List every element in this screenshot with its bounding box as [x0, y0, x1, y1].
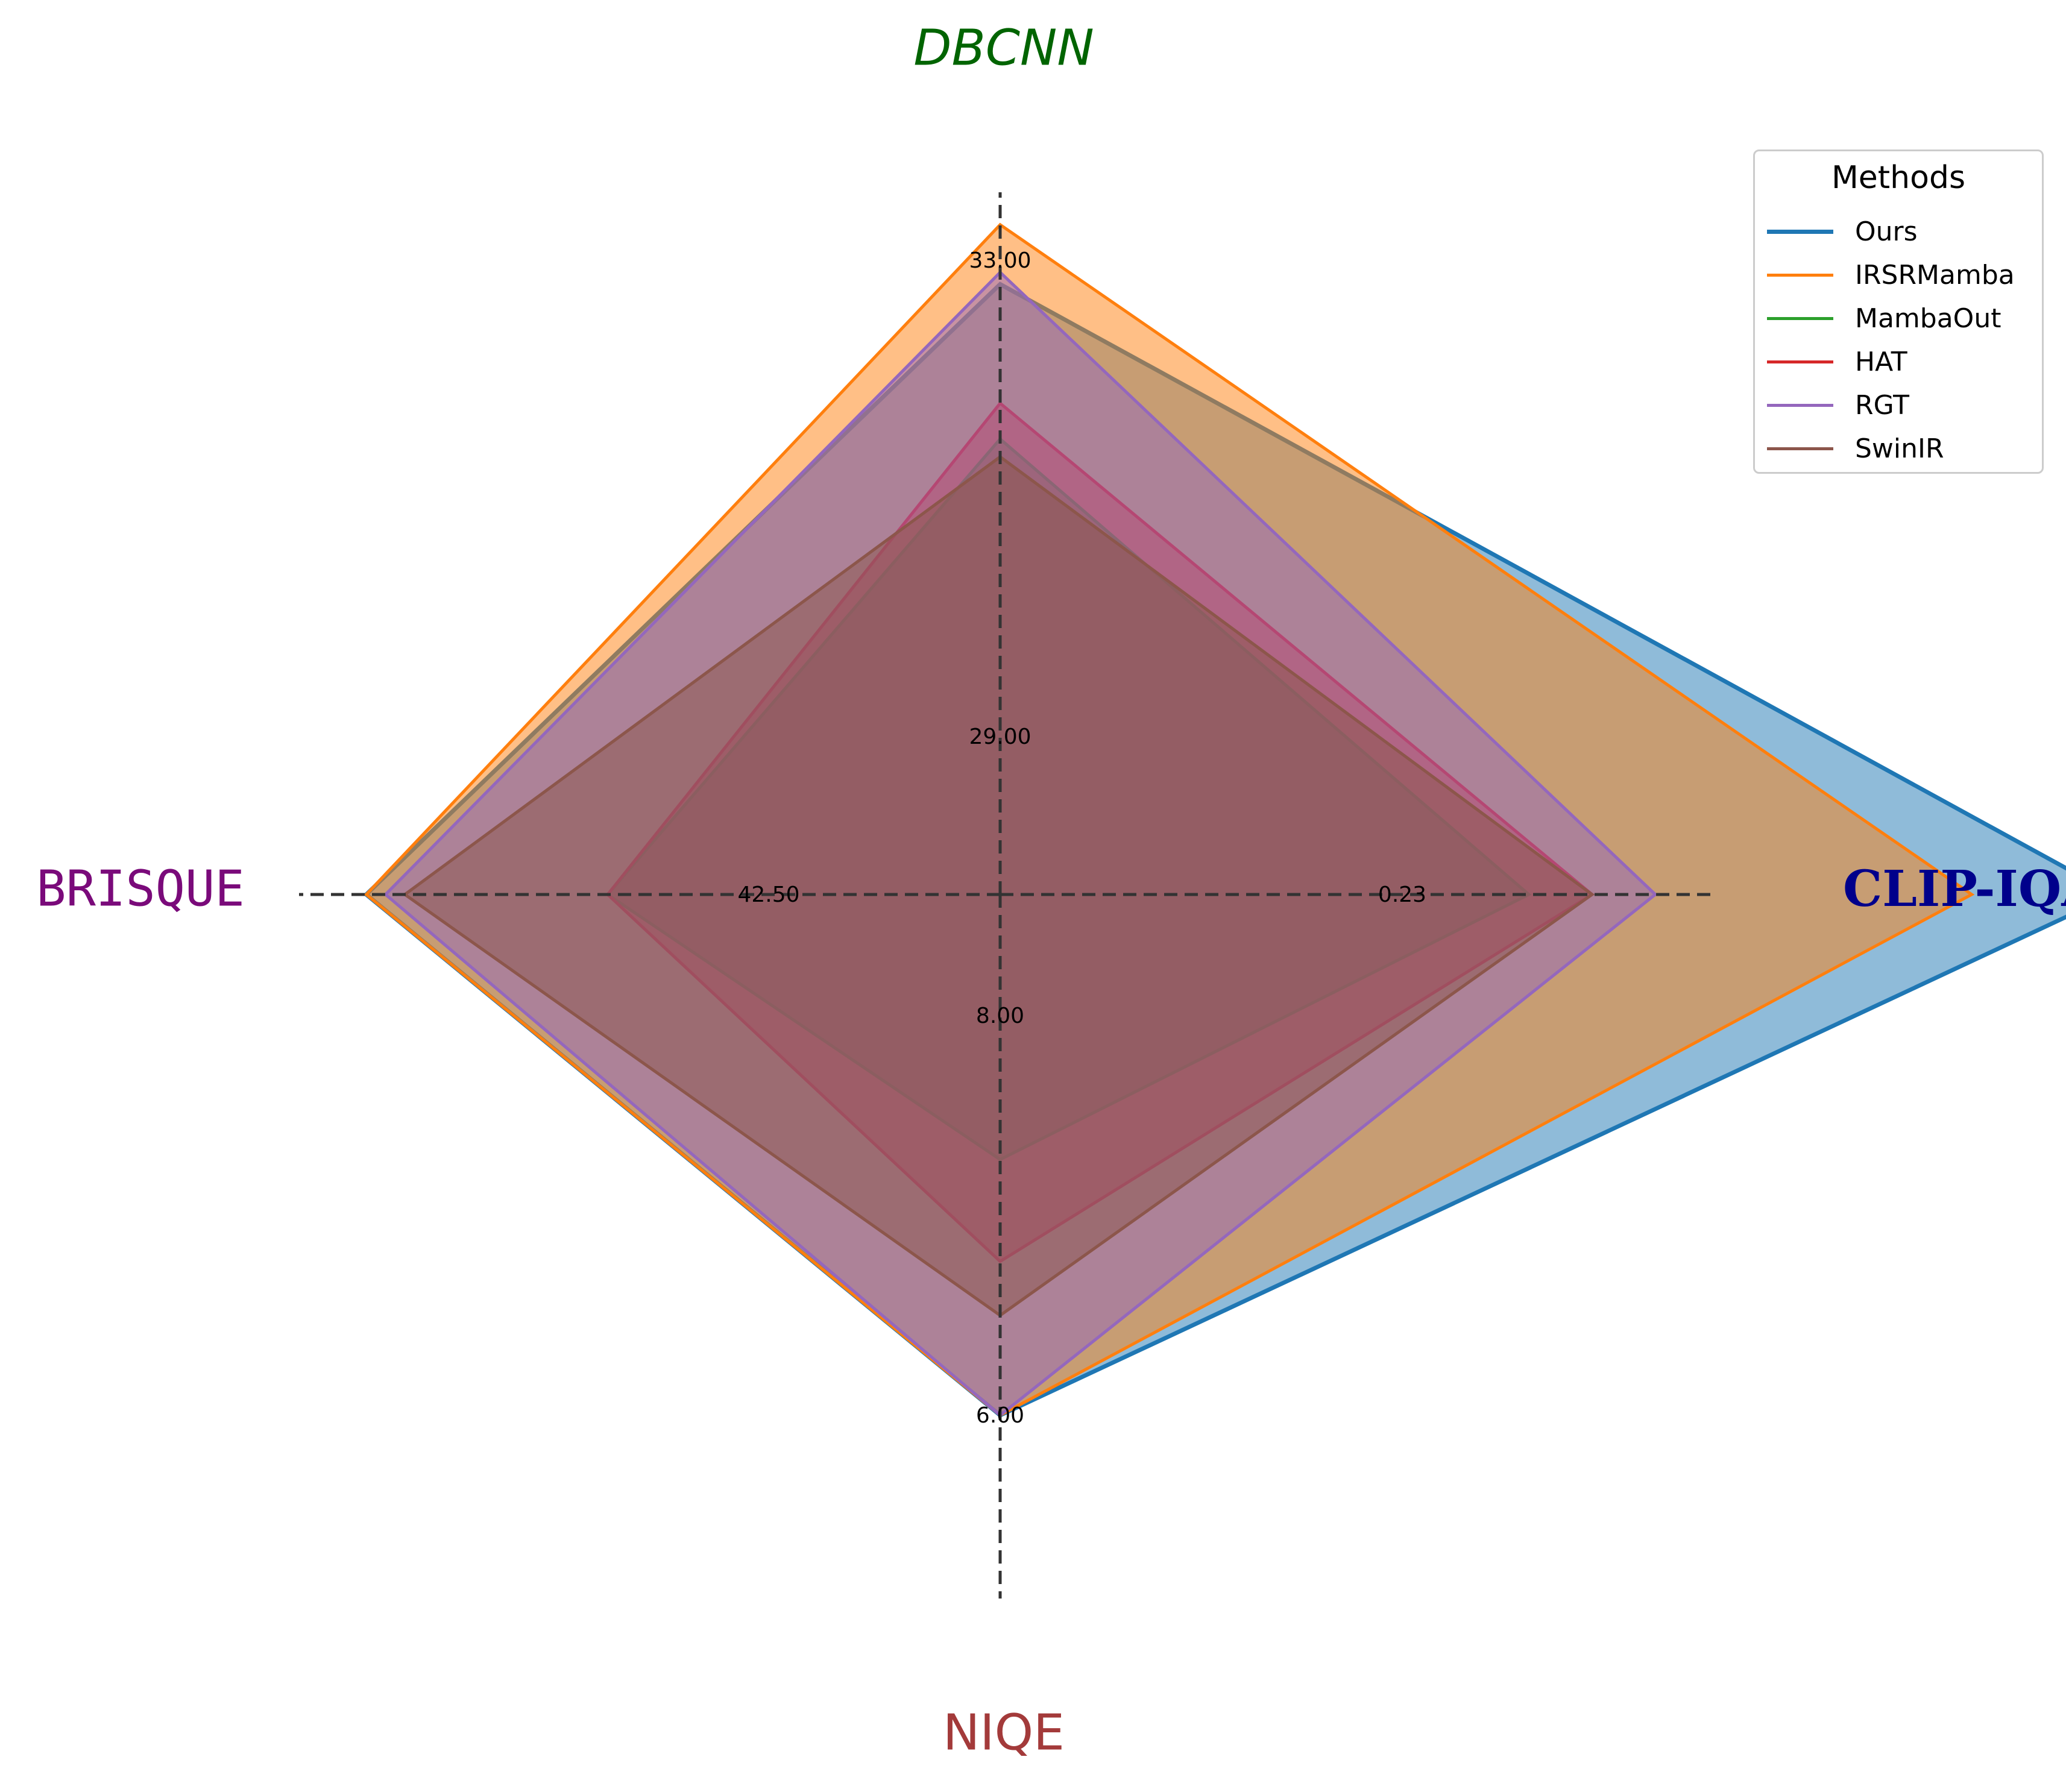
- tick-label-dbcnn: 29.00: [969, 725, 1031, 749]
- legend-label: IRSRMamba: [1855, 259, 2015, 291]
- series-area-swinir: [405, 456, 1592, 1316]
- tick-label-layer: 29.00 33.00 0.23 8.00 6.00 42.50: [737, 248, 1426, 1428]
- legend-entry: IRSRMamba: [1767, 254, 2015, 296]
- legend-label: MambaOut: [1855, 303, 2001, 334]
- legend-line-swatch: [1767, 447, 1833, 450]
- legend-line-swatch: [1767, 403, 1833, 407]
- legend-line-swatch: [1767, 273, 1833, 277]
- legend-line-swatch: [1767, 229, 1833, 234]
- axis-title-clip-iqa: CLIP-IQA: [1843, 860, 2066, 918]
- legend-label: RGT: [1855, 389, 1909, 421]
- tick-label-dbcnn: 33.00: [969, 248, 1031, 273]
- legend-entry: HAT: [1767, 341, 1907, 383]
- axis-title-dbcnn: DBCNN: [913, 19, 1094, 77]
- legend-label: Ours: [1855, 216, 1918, 247]
- legend-line-swatch: [1767, 360, 1833, 363]
- axis-layer: [299, 192, 1713, 1599]
- legend-entry: MambaOut: [1767, 297, 2001, 339]
- legend-line-swatch: [1767, 316, 1833, 320]
- tick-label-brisque: 42.50: [737, 882, 799, 907]
- tick-label-niqe: 6.00: [976, 1403, 1024, 1428]
- legend-entry: RGT: [1767, 384, 1909, 426]
- legend-label: SwinIR: [1855, 433, 1944, 464]
- legend-entry: Ours: [1767, 210, 1918, 253]
- tick-label-niqe: 8.00: [976, 1004, 1024, 1028]
- series-layer: [363, 222, 2066, 1418]
- legend-label: HAT: [1855, 346, 1907, 377]
- tick-label-clip-iqa: 0.23: [1378, 882, 1426, 907]
- axis-title-niqe: NIQE: [943, 1704, 1065, 1762]
- legend-title: Methods: [1831, 160, 1966, 196]
- axis-title-brisque: BRISQUE: [36, 860, 245, 918]
- legend: Methods Ours IRSRMamba MambaOut HAT RGT SwinI…: [1753, 149, 2044, 474]
- legend-entry: SwinIR: [1767, 427, 1944, 470]
